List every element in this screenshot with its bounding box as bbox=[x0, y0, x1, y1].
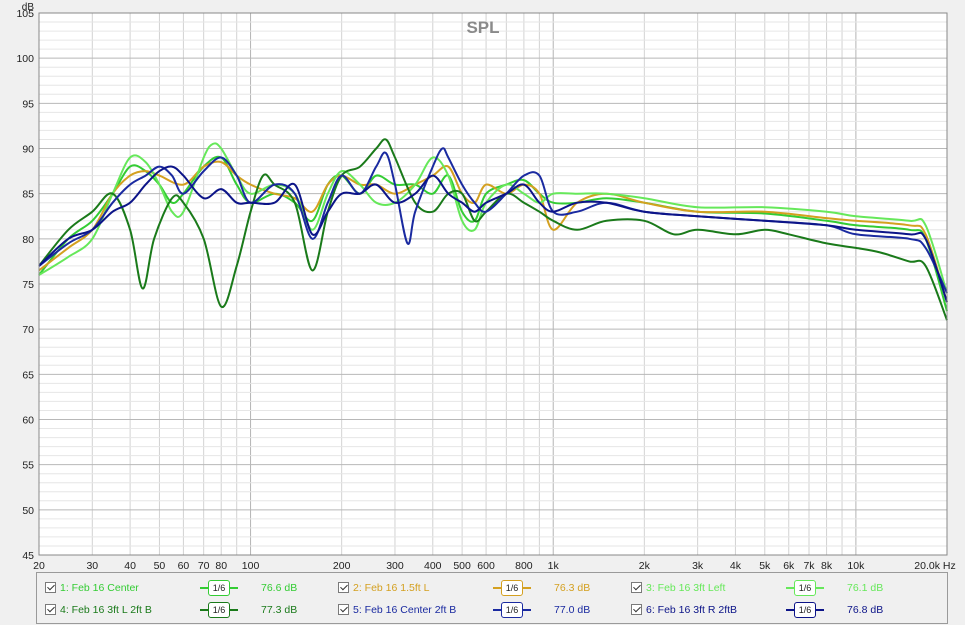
legend-level-value: 76.8 dB bbox=[847, 604, 884, 616]
legend-level-value: 76.6 dB bbox=[261, 582, 298, 594]
x-tick-label: 20 bbox=[33, 560, 45, 570]
series-line bbox=[38, 142, 948, 294]
y-tick-label: 105 bbox=[16, 8, 34, 20]
x-tick-label: 6k bbox=[783, 560, 795, 570]
x-tick-label: 40 bbox=[124, 560, 136, 570]
legend-item: 5: Feb 16 Center 2ft B 1/6 77.0 dB bbox=[338, 601, 638, 619]
legend-series-name: 6: Feb 16 3ft R 2ftB bbox=[646, 604, 738, 616]
legend-level-value: 76.3 dB bbox=[554, 582, 591, 594]
legend-smoothing-label: 1/6 bbox=[208, 580, 230, 596]
x-tick-label: 60 bbox=[178, 560, 190, 570]
legend-series-name: 5: Feb 16 Center 2ft B bbox=[353, 604, 457, 616]
series-line bbox=[38, 138, 948, 321]
x-tick-label: 600 bbox=[477, 560, 495, 570]
x-tick-label: 400 bbox=[424, 560, 442, 570]
series-line bbox=[38, 165, 948, 303]
x-tick-label: 20.0k Hz bbox=[914, 560, 955, 570]
plot-frame bbox=[38, 12, 948, 556]
legend-smoothing-label: 1/6 bbox=[208, 602, 230, 618]
y-axis-label: dB bbox=[22, 2, 35, 13]
y-tick-label: 55 bbox=[22, 460, 34, 472]
legend-series-name: 3: Feb 16 3ft Left bbox=[646, 582, 726, 594]
legend-checkbox[interactable] bbox=[45, 582, 56, 593]
y-tick-label: 85 bbox=[22, 189, 34, 201]
spl-chart: 20 30 40 50 60 70 80 100 200 300 400 500 600 800 1k 2k 3… bbox=[16, 2, 956, 570]
legend-smoothing-control[interactable]: 1/6 bbox=[200, 602, 238, 618]
x-tick-label: 5k bbox=[759, 560, 771, 570]
x-tick-label: 200 bbox=[333, 560, 351, 570]
legend-level-value: 76.1 dB bbox=[847, 582, 884, 594]
x-tick-label: 80 bbox=[215, 560, 227, 570]
x-tick-labels: 20 30 40 50 60 70 80 100 200 300 400 500 600 800 1k 2k 3… bbox=[33, 560, 956, 570]
legend-series-name: 1: Feb 16 Center bbox=[60, 582, 139, 594]
y-tick-label: 80 bbox=[22, 234, 34, 246]
y-tick-label: 70 bbox=[22, 324, 34, 336]
legend-smoothing-control[interactable]: 1/6 bbox=[786, 580, 824, 596]
legend-smoothing-label: 1/6 bbox=[794, 580, 816, 596]
x-tick-label: 2k bbox=[639, 560, 651, 570]
y-tick-label: 50 bbox=[22, 505, 34, 517]
legend-item: 6: Feb 16 3ft R 2ftB 1/6 76.8 dB bbox=[631, 601, 931, 619]
legend-smoothing-control[interactable]: 1/6 bbox=[493, 580, 531, 596]
x-tick-label: 30 bbox=[86, 560, 98, 570]
x-tick-label: 70 bbox=[198, 560, 210, 570]
legend-checkbox[interactable] bbox=[631, 604, 642, 615]
legend-item: 4: Feb 16 3ft L 2ft B 1/6 77.3 dB bbox=[45, 601, 345, 619]
y-tick-label: 45 bbox=[22, 550, 34, 562]
legend-smoothing-label: 1/6 bbox=[501, 602, 523, 618]
legend-item: 2: Feb 16 1.5ft L 1/6 76.3 dB bbox=[338, 579, 638, 597]
legend: 1: Feb 16 Center 1/6 76.6 dB 2: Feb 16 1.5f… bbox=[36, 572, 948, 624]
legend-checkbox[interactable] bbox=[45, 604, 56, 615]
y-tick-label: 65 bbox=[22, 369, 34, 381]
legend-smoothing-label: 1/6 bbox=[501, 580, 523, 596]
chart-title: SPL bbox=[466, 18, 499, 37]
legend-item: 3: Feb 16 3ft Left 1/6 76.1 dB bbox=[631, 579, 931, 597]
x-tick-label: 500 bbox=[453, 560, 471, 570]
legend-smoothing-control[interactable]: 1/6 bbox=[493, 602, 531, 618]
grid-lines bbox=[39, 13, 947, 555]
series-lines bbox=[38, 138, 948, 321]
legend-level-value: 77.3 dB bbox=[261, 604, 298, 616]
legend-series-name: 2: Feb 16 1.5ft L bbox=[353, 582, 430, 594]
x-tick-label: 8k bbox=[821, 560, 833, 570]
x-tick-label: 800 bbox=[515, 560, 533, 570]
x-tick-label: 4k bbox=[730, 560, 742, 570]
x-tick-label: 1k bbox=[548, 560, 560, 570]
legend-series-name: 4: Feb 16 3ft L 2ft B bbox=[60, 604, 152, 616]
x-tick-label: 7k bbox=[803, 560, 815, 570]
legend-smoothing-control[interactable]: 1/6 bbox=[786, 602, 824, 618]
y-tick-label: 95 bbox=[22, 98, 34, 110]
x-tick-label: 100 bbox=[242, 560, 260, 570]
legend-checkbox[interactable] bbox=[338, 604, 349, 615]
legend-smoothing-control[interactable]: 1/6 bbox=[200, 580, 238, 596]
x-tick-label: 300 bbox=[386, 560, 404, 570]
legend-item: 1: Feb 16 Center 1/6 76.6 dB bbox=[45, 579, 345, 597]
y-tick-label: 90 bbox=[22, 144, 34, 156]
y-tick-label: 75 bbox=[22, 279, 34, 291]
x-tick-label: 50 bbox=[154, 560, 166, 570]
x-tick-label: 10k bbox=[847, 560, 865, 570]
x-tick-label: 3k bbox=[692, 560, 704, 570]
y-tick-label: 60 bbox=[22, 415, 34, 427]
y-tick-labels: 45 50 55 60 65 70 75 80 85 90 95 100 105 bbox=[16, 8, 34, 562]
legend-checkbox[interactable] bbox=[338, 582, 349, 593]
legend-checkbox[interactable] bbox=[631, 582, 642, 593]
legend-smoothing-label: 1/6 bbox=[794, 602, 816, 618]
y-tick-label: 100 bbox=[16, 53, 34, 65]
legend-level-value: 77.0 dB bbox=[554, 604, 591, 616]
